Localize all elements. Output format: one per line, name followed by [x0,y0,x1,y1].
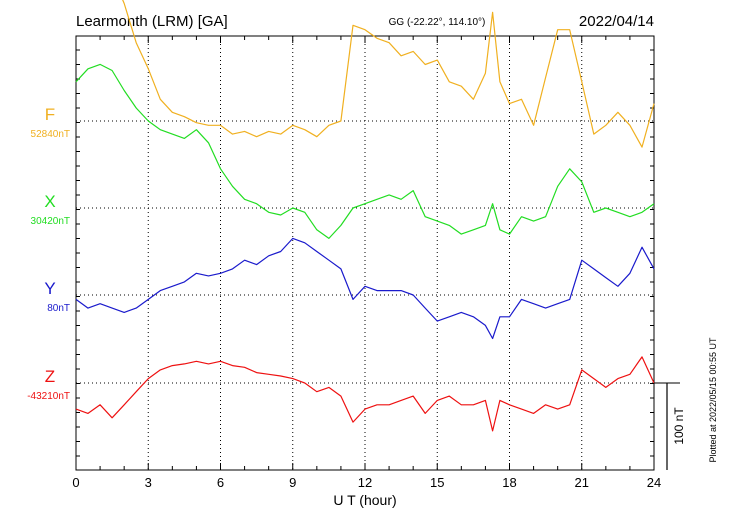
series-line-z [75,356,655,432]
x-tick-label: 3 [145,475,152,490]
coordinates-label: GG (-22.22°, 114.10°) [389,17,486,28]
scale-bar-label: 100 nT [672,407,686,445]
series-lines [75,0,655,432]
scale-bar [654,382,680,470]
series-baseline-f: 52840nT [31,129,70,140]
series-baseline-z: -43210nT [27,391,70,402]
series-baseline-y: 80nT [47,303,70,314]
x-tick-label: 12 [358,475,372,490]
series-name-f: F [45,105,55,124]
date-label: 2022/04/14 [579,13,654,30]
grid-lines [76,36,654,470]
x-axis-label: U T (hour) [333,492,396,508]
x-tick-label: 18 [502,475,516,490]
x-tick-label: 9 [289,475,296,490]
x-tick-label: 24 [647,475,661,490]
series-line-y [75,237,655,340]
x-tick-label: 0 [72,475,79,490]
x-tick-label: 15 [430,475,444,490]
series-name-x: X [44,192,55,211]
series-name-y: Y [44,279,55,298]
plotted-timestamp: Plotted at 2022/05/15 00:55 UT [708,337,718,463]
series-line-x [75,63,655,239]
series-labels: F 52840nT X 30420nT Y 80nT Z -43210nT [27,105,70,402]
x-tick-label: 6 [217,475,224,490]
series-baseline-x: 30420nT [31,216,70,227]
station-title: Learmonth (LRM) [GA] [76,13,228,30]
series-name-z: Z [45,367,55,386]
x-axis: 0 3 6 9 12 15 18 21 24 [72,36,661,490]
x-tick-label: 21 [575,475,589,490]
series-line-f [122,0,655,148]
